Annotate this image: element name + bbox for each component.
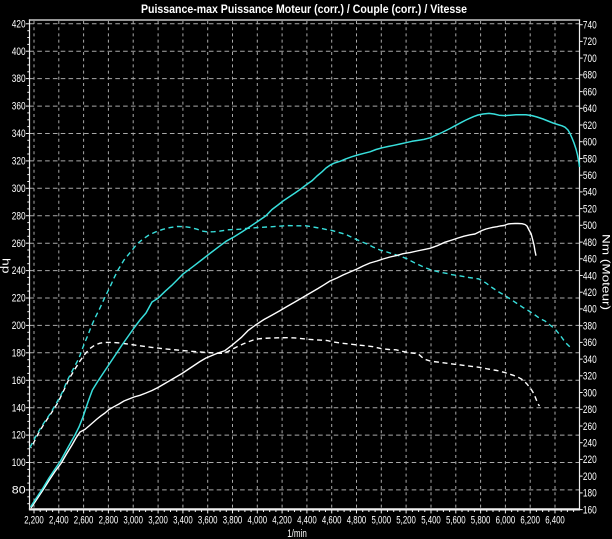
svg-text:Puissance-max Puissance Moteur: Puissance-max Puissance Moteur (corr.) /… [141,4,467,16]
svg-text:6,000: 6,000 [496,514,516,526]
svg-text:740: 740 [583,20,597,32]
svg-text:2,400: 2,400 [49,514,69,526]
svg-text:2,200: 2,200 [24,514,44,526]
svg-text:180: 180 [12,347,26,359]
svg-text:5,400: 5,400 [421,514,441,526]
svg-text:720: 720 [583,36,597,48]
svg-text:560: 560 [583,170,597,182]
svg-text:300: 300 [583,387,597,399]
svg-text:520: 520 [583,203,597,215]
svg-text:3,600: 3,600 [198,514,218,526]
svg-text:260: 260 [12,238,26,250]
svg-text:5,200: 5,200 [396,514,416,526]
svg-text:400: 400 [12,46,26,58]
svg-text:340: 340 [12,128,26,140]
svg-text:6,200: 6,200 [520,514,540,526]
svg-text:4,200: 4,200 [272,514,292,526]
svg-text:360: 360 [583,337,597,349]
svg-text:3,000: 3,000 [123,514,143,526]
svg-text:460: 460 [583,254,597,266]
svg-text:hp: hp [0,258,12,274]
svg-text:80: 80 [12,485,26,497]
svg-text:140: 140 [12,402,26,414]
svg-text:4,800: 4,800 [347,514,367,526]
svg-text:480: 480 [583,237,597,249]
svg-text:120: 120 [12,430,26,442]
svg-text:160: 160 [12,375,26,387]
svg-text:5,000: 5,000 [372,514,392,526]
svg-text:340: 340 [583,354,597,366]
svg-text:400: 400 [583,304,597,316]
svg-text:420: 420 [12,18,26,30]
svg-text:2,600: 2,600 [74,514,94,526]
svg-text:300: 300 [12,183,26,195]
svg-text:600: 600 [583,137,597,149]
svg-text:540: 540 [583,187,597,199]
svg-text:620: 620 [583,120,597,132]
svg-text:1/min: 1/min [287,528,307,539]
svg-text:5,600: 5,600 [446,514,466,526]
svg-text:200: 200 [12,320,26,332]
svg-text:240: 240 [583,438,597,450]
svg-text:240: 240 [12,265,26,277]
svg-text:220: 220 [583,454,597,466]
svg-text:2,800: 2,800 [99,514,119,526]
svg-text:260: 260 [583,421,597,433]
svg-text:5,800: 5,800 [471,514,491,526]
svg-text:4,400: 4,400 [297,514,317,526]
svg-text:Nm (Moteur): Nm (Moteur) [600,234,612,310]
svg-text:6,400: 6,400 [545,514,565,526]
svg-text:700: 700 [583,53,597,65]
svg-text:4,600: 4,600 [322,514,342,526]
svg-text:3,200: 3,200 [148,514,168,526]
svg-text:320: 320 [583,371,597,383]
svg-text:3,800: 3,800 [223,514,243,526]
svg-text:3,400: 3,400 [173,514,193,526]
svg-text:500: 500 [583,220,597,232]
svg-text:380: 380 [583,321,597,333]
svg-text:100: 100 [12,457,26,469]
svg-text:280: 280 [12,210,26,222]
svg-text:180: 180 [583,488,597,500]
svg-text:680: 680 [583,70,597,82]
svg-text:4,000: 4,000 [248,514,268,526]
svg-text:160: 160 [583,504,597,516]
svg-text:320: 320 [12,156,26,168]
svg-text:380: 380 [12,73,26,85]
svg-text:640: 640 [583,103,597,115]
svg-text:660: 660 [583,86,597,98]
svg-text:220: 220 [12,293,26,305]
svg-text:280: 280 [583,404,597,416]
svg-text:360: 360 [12,101,26,113]
svg-text:440: 440 [583,270,597,282]
svg-text:580: 580 [583,153,597,165]
svg-text:200: 200 [583,471,597,483]
svg-text:420: 420 [583,287,597,299]
